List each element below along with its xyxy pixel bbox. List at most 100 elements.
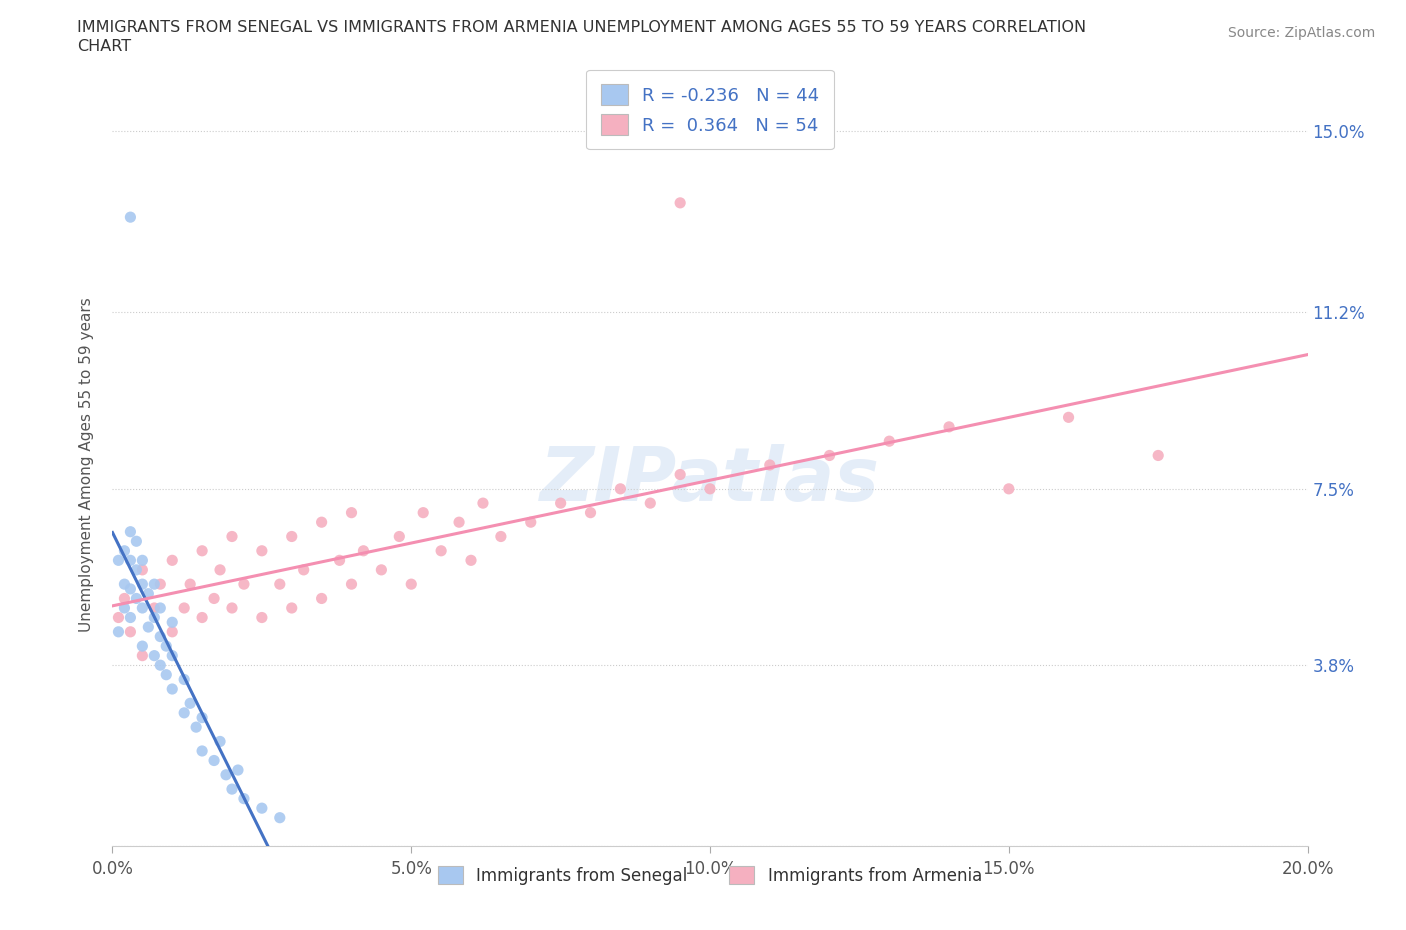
Point <box>311 591 333 606</box>
Point <box>131 552 153 567</box>
Point <box>120 525 142 539</box>
Point <box>233 577 256 591</box>
Point <box>640 496 662 511</box>
Point <box>107 624 129 639</box>
Point <box>162 552 183 567</box>
Point <box>269 810 291 825</box>
Text: IMMIGRANTS FROM SENEGAL VS IMMIGRANTS FROM ARMENIA UNEMPLOYMENT AMONG AGES 55 TO: IMMIGRANTS FROM SENEGAL VS IMMIGRANTS FR… <box>77 20 1087 35</box>
Point <box>138 586 160 601</box>
Point <box>472 496 495 511</box>
Point <box>149 601 172 616</box>
Point <box>191 744 214 759</box>
Point <box>250 543 273 558</box>
Point <box>125 563 148 578</box>
Point <box>202 591 225 606</box>
Point <box>449 514 471 529</box>
Point <box>155 639 177 654</box>
Point <box>120 552 142 567</box>
Point <box>114 601 135 616</box>
Point <box>114 591 135 606</box>
Text: CHART: CHART <box>77 39 131 54</box>
Point <box>186 720 208 735</box>
Point <box>669 195 692 210</box>
Point <box>162 615 183 630</box>
Point <box>233 791 256 806</box>
Point <box>370 563 392 578</box>
Point <box>162 648 183 663</box>
Point <box>1147 448 1170 463</box>
Point <box>131 601 153 616</box>
Point <box>202 753 225 768</box>
Point <box>162 682 183 697</box>
Point <box>699 482 721 497</box>
Point <box>401 577 423 591</box>
Point <box>329 552 352 567</box>
Point <box>269 577 291 591</box>
Point <box>191 543 214 558</box>
Point <box>759 458 782 472</box>
Point <box>120 581 142 596</box>
Point <box>114 577 135 591</box>
Point <box>209 734 232 749</box>
Point <box>311 514 333 529</box>
Point <box>340 505 363 520</box>
Legend: Immigrants from Senegal, Immigrants from Armenia: Immigrants from Senegal, Immigrants from… <box>432 859 988 891</box>
Point <box>938 419 960 434</box>
Point <box>149 630 172 644</box>
Y-axis label: Unemployment Among Ages 55 to 59 years: Unemployment Among Ages 55 to 59 years <box>79 298 94 632</box>
Point <box>998 482 1021 497</box>
Point <box>281 529 304 544</box>
Point <box>120 610 142 625</box>
Point <box>340 577 363 591</box>
Point <box>107 610 129 625</box>
Point <box>155 668 177 683</box>
Point <box>143 610 166 625</box>
Point <box>143 577 166 591</box>
Point <box>179 577 201 591</box>
Point <box>818 448 841 463</box>
Text: Source: ZipAtlas.com: Source: ZipAtlas.com <box>1227 26 1375 40</box>
Point <box>292 563 315 578</box>
Point <box>191 711 214 725</box>
Point <box>138 619 160 634</box>
Point <box>1057 410 1080 425</box>
Point <box>209 563 232 578</box>
Point <box>149 658 172 672</box>
Point <box>114 543 135 558</box>
Point <box>250 801 273 816</box>
Point <box>226 763 249 777</box>
Point <box>131 563 153 578</box>
Point <box>120 624 142 639</box>
Point <box>353 543 375 558</box>
Point <box>173 705 195 720</box>
Point <box>388 529 411 544</box>
Point <box>215 767 238 782</box>
Point <box>412 505 434 520</box>
Point <box>579 505 602 520</box>
Point <box>221 781 243 796</box>
Point <box>120 209 142 224</box>
Point <box>489 529 512 544</box>
Point <box>131 577 153 591</box>
Point <box>520 514 543 529</box>
Point <box>609 482 631 497</box>
Text: ZIPatlas: ZIPatlas <box>540 444 880 517</box>
Point <box>143 601 166 616</box>
Point <box>173 601 195 616</box>
Point <box>550 496 572 511</box>
Point <box>131 639 153 654</box>
Point <box>879 433 901 448</box>
Point <box>250 610 273 625</box>
Point <box>221 529 243 544</box>
Point <box>143 648 166 663</box>
Point <box>221 601 243 616</box>
Point <box>191 610 214 625</box>
Point <box>107 552 129 567</box>
Point <box>162 624 183 639</box>
Point <box>430 543 453 558</box>
Point <box>125 591 148 606</box>
Point <box>281 601 304 616</box>
Point <box>173 672 195 687</box>
Point <box>460 552 482 567</box>
Point <box>131 648 153 663</box>
